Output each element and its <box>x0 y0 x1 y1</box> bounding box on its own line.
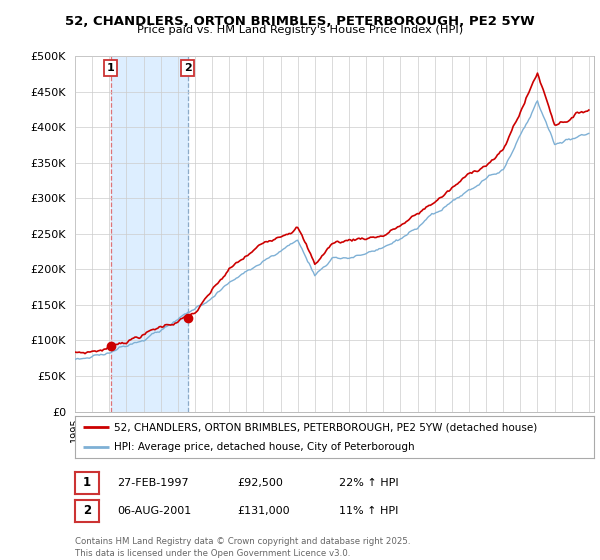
Text: Contains HM Land Registry data © Crown copyright and database right 2025.
This d: Contains HM Land Registry data © Crown c… <box>75 537 410 558</box>
Text: 1: 1 <box>107 63 115 73</box>
Bar <box>110 56 188 412</box>
Text: 52, CHANDLERS, ORTON BRIMBLES, PETERBOROUGH, PE2 5YW (detached house): 52, CHANDLERS, ORTON BRIMBLES, PETERBORO… <box>114 422 537 432</box>
Text: 2: 2 <box>184 63 191 73</box>
Text: £92,500: £92,500 <box>237 478 283 488</box>
Text: £131,000: £131,000 <box>237 506 290 516</box>
Text: 11% ↑ HPI: 11% ↑ HPI <box>339 506 398 516</box>
Text: 2: 2 <box>83 504 91 517</box>
Text: 06-AUG-2001: 06-AUG-2001 <box>117 506 191 516</box>
Text: 27-FEB-1997: 27-FEB-1997 <box>117 478 188 488</box>
Text: 1: 1 <box>83 476 91 489</box>
Text: 22% ↑ HPI: 22% ↑ HPI <box>339 478 398 488</box>
Text: HPI: Average price, detached house, City of Peterborough: HPI: Average price, detached house, City… <box>114 442 415 452</box>
Text: 52, CHANDLERS, ORTON BRIMBLES, PETERBOROUGH, PE2 5YW: 52, CHANDLERS, ORTON BRIMBLES, PETERBORO… <box>65 15 535 27</box>
Text: Price paid vs. HM Land Registry's House Price Index (HPI): Price paid vs. HM Land Registry's House … <box>137 25 463 35</box>
